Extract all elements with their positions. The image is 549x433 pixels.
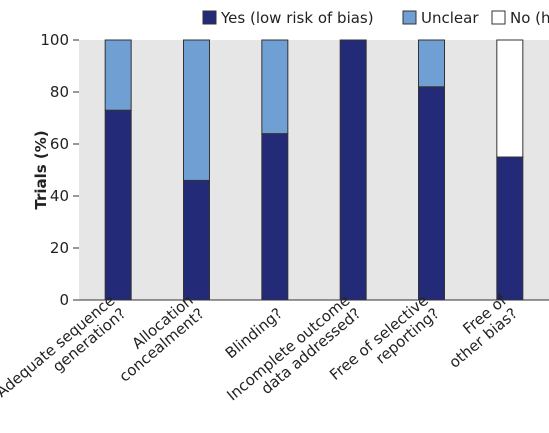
y-tick-label: 100 xyxy=(40,31,69,49)
y-tick-label: 0 xyxy=(59,291,69,309)
bar-segment-unclear xyxy=(104,39,132,111)
x-axis-labels: Adequate sequencegeneration? Allocationco… xyxy=(0,291,522,417)
legend: Yes (low risk of bias) Unclear No (high … xyxy=(202,9,549,27)
bar-segment-yes xyxy=(339,39,367,301)
bar-segment-yes xyxy=(183,179,210,301)
bar-segment-unclear xyxy=(261,39,289,135)
legend-label-no: No (high risk of bias) xyxy=(510,9,549,27)
y-axis-ticks: 0 20 40 60 80 100 xyxy=(40,31,79,309)
x-tick-label: Adequate sequencegeneration? xyxy=(0,291,129,414)
x-tick-label: Incomplete outcomedata addressed? xyxy=(223,291,364,417)
y-tick-label: 80 xyxy=(50,83,69,101)
bar-segment-unclear xyxy=(418,39,445,88)
legend-swatch-unclear xyxy=(402,10,417,25)
bar-segment-no xyxy=(496,39,524,158)
x-tick-label: Free ofother bias? xyxy=(435,291,522,372)
legend-swatch-yes xyxy=(202,10,217,25)
y-tick-label: 40 xyxy=(50,187,69,205)
bar-segment-unclear xyxy=(183,39,210,181)
legend-swatch-no xyxy=(491,10,506,25)
legend-label-yes: Yes (low risk of bias) xyxy=(220,9,374,27)
bars xyxy=(104,39,524,301)
x-tick-label: Allocationconcealment? xyxy=(105,291,208,385)
plot-area xyxy=(79,40,549,300)
bar-segment-yes xyxy=(418,86,445,301)
y-tick-label: 60 xyxy=(50,135,69,153)
y-tick-label: 20 xyxy=(50,239,69,257)
y-axis-label: Trials (%) xyxy=(32,130,50,209)
bar-segment-yes xyxy=(496,156,524,301)
bar-segment-yes xyxy=(104,109,132,301)
legend-label-unclear: Unclear xyxy=(421,9,479,27)
bar-segment-yes xyxy=(261,133,289,301)
